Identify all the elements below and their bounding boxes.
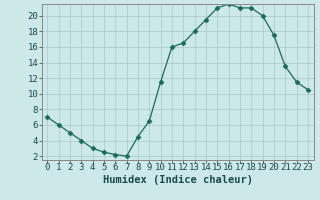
X-axis label: Humidex (Indice chaleur): Humidex (Indice chaleur) — [103, 175, 252, 185]
